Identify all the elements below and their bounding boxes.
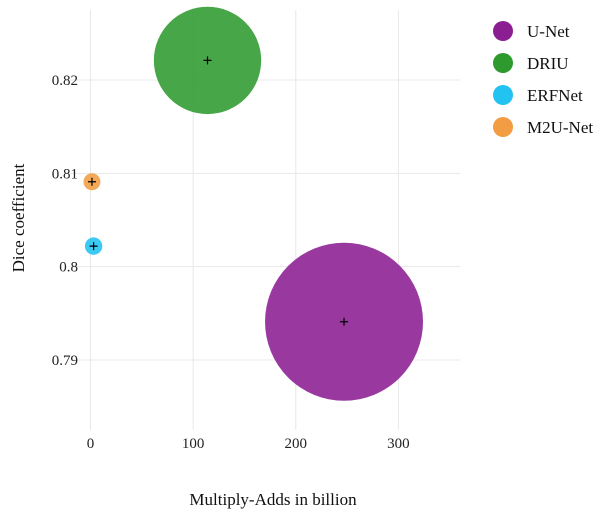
legend-swatch-u-net [493, 21, 513, 41]
legend-swatch-erfnet [493, 85, 513, 105]
legend-swatch-m2u-net [493, 117, 513, 137]
y-tick-label: 0.8 [59, 260, 78, 276]
crosshair-marker [203, 56, 212, 65]
legend-label-m2u-net[interactable]: M2U-Net [527, 118, 593, 137]
y-tick-label: 0.81 [52, 166, 78, 182]
legend-swatch-driu [493, 53, 513, 73]
crosshair-marker [87, 177, 96, 186]
x-axis-title: Multiply-Adds in billion [189, 490, 357, 509]
y-axis-title: Dice coefficient [9, 163, 28, 272]
crosshair-marker [340, 317, 349, 326]
y-tick-label: 0.82 [52, 73, 78, 89]
x-tick-label: 0 [87, 436, 95, 452]
bubble-layer [83, 6, 424, 401]
x-tick-label: 300 [387, 436, 410, 452]
tick-layer: 0 100 200 300 0.79 0.8 0.81 0.82 [52, 73, 410, 452]
x-tick-label: 200 [285, 436, 308, 452]
crosshair-marker [89, 242, 98, 251]
legend-label-u-net[interactable]: U-Net [527, 22, 570, 41]
x-tick-label: 100 [182, 436, 205, 452]
legend-label-driu[interactable]: DRIU [527, 54, 569, 73]
legend: U-Net DRIU ERFNet M2U-Net [493, 21, 593, 137]
legend-label-erfnet[interactable]: ERFNet [527, 86, 583, 105]
y-tick-label: 0.79 [52, 353, 78, 369]
